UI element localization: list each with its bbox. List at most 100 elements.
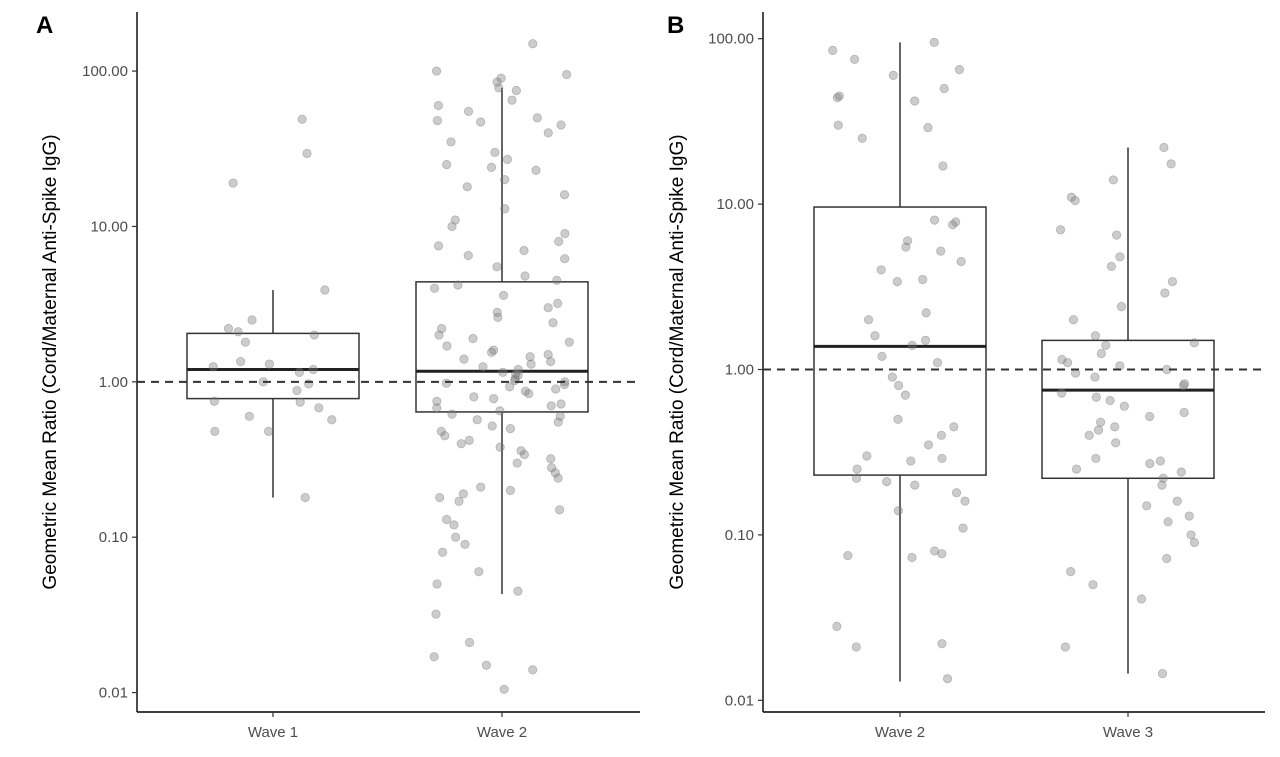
data-point [441, 378, 452, 388]
data-point [468, 333, 478, 344]
data-point [458, 489, 468, 499]
data-point [1071, 464, 1082, 474]
y-tick-label: 10.00 [716, 196, 754, 213]
data-point [1158, 473, 1168, 483]
data-point [910, 480, 920, 490]
data-point [505, 382, 515, 392]
data-point [1145, 458, 1155, 469]
data-point [520, 386, 531, 396]
data-point [432, 396, 442, 406]
data-point [929, 215, 940, 225]
data-point [454, 496, 464, 507]
data-point [429, 652, 439, 662]
y-axis-title: Geometric Mean Ratio (Cord/Maternal Anti… [40, 134, 61, 589]
data-point [432, 579, 442, 589]
data-point [487, 421, 497, 431]
data-point [244, 411, 254, 421]
data-point [1096, 348, 1106, 359]
data-point [1093, 425, 1104, 435]
data-point [556, 399, 566, 409]
data-point [512, 458, 522, 468]
data-point [464, 637, 475, 648]
data-point [499, 290, 509, 300]
data-point [937, 639, 947, 649]
data-point [451, 532, 461, 542]
box [415, 281, 589, 413]
data-point [1066, 567, 1076, 577]
data-point [546, 356, 556, 367]
data-point [519, 245, 529, 256]
y-tick-label: 10.00 [90, 218, 128, 235]
data-point [292, 385, 302, 396]
y-tick-label: 1.00 [725, 362, 754, 379]
data-point [543, 128, 553, 138]
data-point [1055, 225, 1066, 235]
data-point [552, 275, 562, 285]
data-point [1108, 175, 1118, 185]
data-point [233, 327, 243, 337]
box [813, 206, 987, 476]
data-point [1172, 496, 1182, 506]
data-point [1111, 230, 1122, 240]
data-point [488, 345, 499, 355]
data-point [1119, 401, 1129, 411]
data-point [459, 354, 469, 364]
data-point [436, 426, 446, 436]
data-point [828, 45, 838, 55]
data-point [437, 324, 447, 334]
panel-letter: B [667, 12, 684, 39]
data-point [863, 315, 874, 325]
data-point [449, 520, 459, 530]
data-point [1160, 288, 1170, 298]
data-point [1145, 411, 1155, 422]
y-axis-title: Geometric Mean Ratio (Cord/Maternal Anti… [667, 134, 688, 589]
data-point [554, 505, 565, 515]
data-point [548, 318, 558, 328]
data-point [1091, 453, 1101, 464]
data-point [511, 85, 521, 96]
data-point [1060, 642, 1070, 652]
data-point [460, 539, 470, 549]
data-point [474, 567, 484, 577]
data-point [320, 285, 330, 295]
data-point [1179, 379, 1190, 389]
data-point [309, 330, 319, 340]
data-point [494, 83, 504, 93]
data-point [910, 96, 920, 106]
data-point [1110, 422, 1120, 432]
data-point [550, 468, 560, 478]
data-point [1178, 380, 1189, 391]
data-point [442, 514, 452, 525]
data-point [551, 384, 561, 394]
data-point [490, 147, 500, 157]
data-point [208, 362, 218, 372]
data-point [862, 451, 872, 461]
data-point [1090, 331, 1101, 341]
data-point [1088, 580, 1098, 590]
data-point [264, 359, 274, 369]
data-point [456, 439, 466, 449]
data-point [937, 453, 947, 464]
data-point [240, 337, 250, 347]
data-point [433, 241, 444, 251]
data-point [893, 414, 903, 424]
data-point [1186, 530, 1196, 540]
data-point [553, 417, 563, 427]
data-point [442, 341, 452, 351]
data-point [923, 123, 933, 133]
data-point [956, 256, 966, 267]
data-point [546, 454, 556, 464]
data-point [502, 154, 513, 165]
data-point [936, 430, 946, 440]
data-point [907, 340, 917, 350]
data-point [263, 426, 274, 436]
data-point [236, 356, 246, 367]
data-point [300, 492, 310, 503]
data-point [851, 473, 862, 483]
data-point [932, 358, 943, 368]
box [186, 332, 360, 400]
data-point [489, 393, 499, 404]
data-point [476, 482, 486, 492]
data-point [832, 621, 842, 631]
